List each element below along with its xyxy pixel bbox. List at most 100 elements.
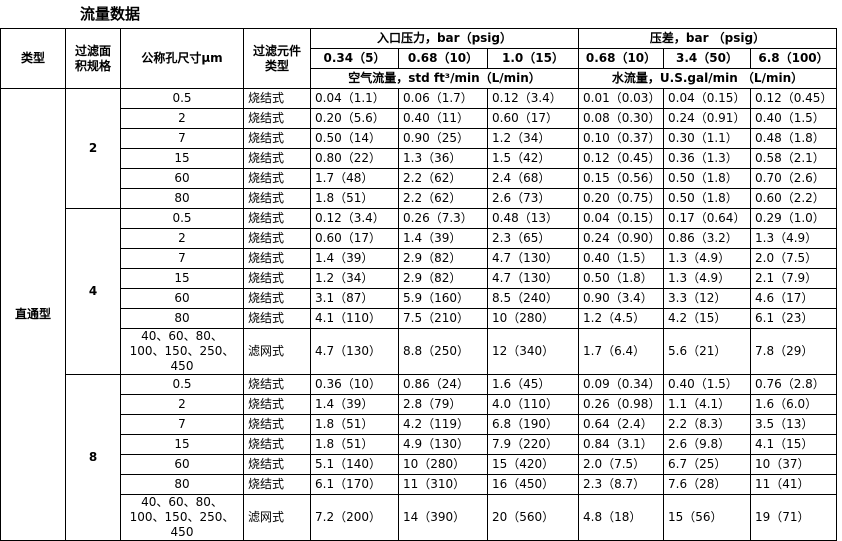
table-row: 7 烧结式 1.8（51） 4.2（119） 6.8（190） 0.64（2.4） 2.2（…: [1, 414, 838, 435]
flow-value: 4.0（110）: [487, 394, 579, 415]
pore-cell: 2: [120, 394, 244, 415]
flow-value: 10（37）: [749, 454, 838, 475]
element-cell: 滤网式: [243, 494, 311, 541]
table-row: 7 烧结式 1.4（39） 2.9（82） 4.7（130） 0.40（1.5） 1.3（4…: [1, 248, 838, 269]
category-cell: 直通型: [0, 88, 66, 541]
flow-value: 1.2（4.5）: [578, 308, 664, 329]
table-row: 15 烧结式 1.8（51） 4.9（130） 7.9（220） 0.84（3.1） 2.6…: [1, 434, 838, 455]
flow-value: 7.5（210）: [398, 308, 488, 329]
flow-value: 1.2（34）: [310, 268, 399, 289]
pressure-cell: 0.34（5）: [310, 48, 399, 69]
flow-value: 0.12（3.4）: [310, 208, 399, 229]
pore-cell: 80: [120, 308, 244, 329]
flow-value: 5.6（21）: [663, 328, 751, 375]
pore-cell: 40、60、80、100、150、250、450: [120, 328, 244, 375]
table-row: 8 0.5 烧结式 0.36（10） 0.86（24） 1.6（45） 0.09（0.34）…: [1, 374, 838, 541]
flow-value: 0.48（13）: [487, 208, 579, 229]
flow-value: 0.30（1.1）: [663, 128, 751, 149]
flow-value: 1.7（6.4）: [578, 328, 664, 375]
flow-value: 4.7（130）: [487, 248, 579, 269]
flow-value: 1.5（42）: [487, 148, 579, 169]
flow-value: 1.3（4.9）: [663, 268, 751, 289]
area-cell: 8: [65, 374, 121, 541]
flow-value: 0.76（2.8）: [749, 374, 838, 395]
pore-cell: 15: [120, 434, 244, 455]
element-cell: 烧结式: [243, 88, 311, 109]
flow-value: 5.1（140）: [310, 454, 399, 475]
flow-value: 12（340）: [487, 328, 579, 375]
flow-value: 1.6（45）: [487, 374, 579, 395]
flow-value: 1.4（39）: [310, 248, 399, 269]
table-row: 7 烧结式 0.50（14） 0.90（25） 1.2（34） 0.10（0.37） 0.3…: [1, 128, 838, 149]
element-cell: 烧结式: [243, 474, 311, 495]
flow-value: 2.9（82）: [398, 268, 488, 289]
flow-value: 6.1（23）: [749, 308, 838, 329]
flow-value: 0.24（0.90）: [578, 228, 664, 249]
flow-value: 0.15（0.56）: [578, 168, 664, 189]
table-row: 直通型 2 0.5 烧结式 0.04（1.1） 0.06（1.7） 0.12（3.4） 0.0…: [0, 88, 838, 541]
flow-value: 3.5（13）: [749, 414, 838, 435]
pore-cell: 7: [120, 128, 244, 149]
flow-value: 1.3（4.9）: [663, 248, 751, 269]
flow-table: 类型 过滤面积规格 公称孔尺寸μm 过滤元件类型 入口压力，bar（psig） 压差，ba…: [0, 28, 838, 541]
flow-value: 2.0（7.5）: [578, 454, 664, 475]
flow-value: 2.4（68）: [487, 168, 579, 189]
flow-value: 16（450）: [487, 474, 579, 495]
flow-value: 0.50（1.8）: [578, 268, 664, 289]
flow-value: 0.50（14）: [310, 128, 399, 149]
flow-value: 4.7（130）: [487, 268, 579, 289]
flow-value: 0.90（25）: [398, 128, 488, 149]
pressure-cell: 1.0（15）: [487, 48, 579, 69]
pressure-cell: 3.4（50）: [663, 48, 751, 69]
pore-cell: 80: [120, 474, 244, 495]
flow-value: 0.50（1.8）: [663, 188, 751, 209]
flow-value: 19（71）: [749, 494, 838, 541]
element-cell: 烧结式: [243, 208, 311, 229]
element-cell: 烧结式: [243, 374, 311, 395]
flow-value: 0.01（0.03）: [578, 88, 664, 109]
flow-value: 0.04（0.15）: [663, 88, 751, 109]
element-cell: 烧结式: [243, 414, 311, 435]
flow-value: 0.36（10）: [310, 374, 399, 395]
flow-value: 0.70（2.6）: [749, 168, 838, 189]
flow-value: 0.12（0.45）: [578, 148, 664, 169]
flow-value: 0.20（0.75）: [578, 188, 664, 209]
element-cell: 烧结式: [243, 308, 311, 329]
flow-value: 0.04（0.15）: [578, 208, 664, 229]
pore-cell: 0.5: [120, 374, 244, 395]
flow-value: 0.10（0.37）: [578, 128, 664, 149]
flow-value: 0.60（17）: [487, 108, 579, 129]
flow-value: 15（56）: [663, 494, 751, 541]
element-cell: 烧结式: [243, 434, 311, 455]
element-cell: 烧结式: [243, 168, 311, 189]
table-row: 60 烧结式 5.1（140） 10（280） 15（420） 2.0（7.5） 6.7（2…: [1, 454, 838, 475]
flow-value: 1.8（51）: [310, 434, 399, 455]
flow-value: 2.2（8.3）: [663, 414, 751, 435]
flow-value: 1.8（51）: [310, 188, 399, 209]
flow-value: 0.26（7.3）: [398, 208, 488, 229]
table-row: 40、60、80、100、150、250、450 滤网式 7.2（200） 14（39…: [1, 494, 838, 541]
flow-value: 4.2（15）: [663, 308, 751, 329]
flow-value: 1.4（39）: [310, 394, 399, 415]
flow-value: 2.6（73）: [487, 188, 579, 209]
element-cell: 烧结式: [243, 128, 311, 149]
flow-value: 0.40（1.5）: [749, 108, 838, 129]
flow-value: 0.04（1.1）: [310, 88, 399, 109]
flow-value: 4.9（130）: [398, 434, 488, 455]
element-cell: 烧结式: [243, 394, 311, 415]
flow-value: 0.08（0.30）: [578, 108, 664, 129]
table-row: 60 烧结式 3.1（87） 5.9（160） 8.5（240） 0.90（3.4） 3.3…: [1, 288, 838, 309]
flow-value: 0.48（1.8）: [749, 128, 838, 149]
flow-value: 2.1（7.9）: [749, 268, 838, 289]
element-cell: 烧结式: [243, 454, 311, 475]
flow-value: 0.24（0.91）: [663, 108, 751, 129]
flow-value: 3.1（87）: [310, 288, 399, 309]
pore-cell: 60: [120, 454, 244, 475]
flow-value: 8.5（240）: [487, 288, 579, 309]
table-row: 40、60、80、100、150、250、450 滤网式 4.7（130） 8.8（2…: [1, 328, 838, 375]
flow-value: 1.2（34）: [487, 128, 579, 149]
flow-value: 0.26（0.98）: [578, 394, 664, 415]
pore-cell: 7: [120, 248, 244, 269]
flow-value: 3.3（12）: [663, 288, 751, 309]
flow-value: 0.36（1.3）: [663, 148, 751, 169]
